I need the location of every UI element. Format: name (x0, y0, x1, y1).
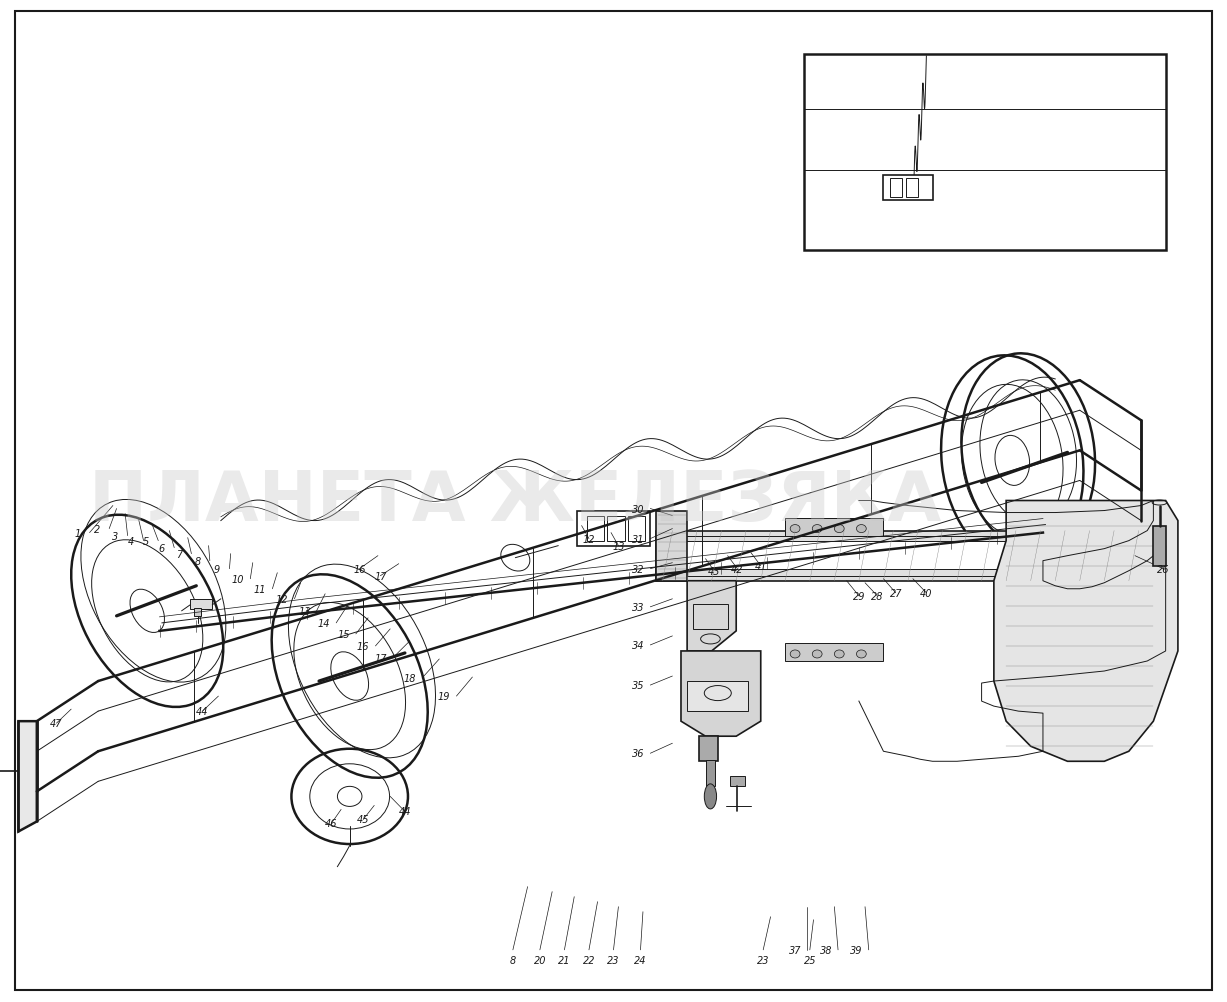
Bar (890, 178, 902, 197)
Ellipse shape (686, 533, 701, 545)
Text: 35: 35 (632, 680, 644, 690)
Polygon shape (687, 581, 736, 651)
Text: 16: 16 (357, 641, 369, 651)
Text: 3: 3 (112, 531, 119, 541)
Bar (706, 761, 715, 787)
Text: 33: 33 (632, 602, 644, 612)
Ellipse shape (704, 784, 717, 810)
Text: 23: 23 (757, 955, 769, 965)
Text: 44: 44 (399, 807, 411, 817)
Bar (577, 511, 650, 546)
Bar (687, 681, 748, 711)
Ellipse shape (834, 650, 844, 658)
Text: 5: 5 (142, 536, 150, 546)
Bar (804, 55, 1166, 250)
Text: 44: 44 (196, 706, 209, 716)
Text: 12: 12 (583, 534, 595, 544)
Text: 47: 47 (50, 718, 63, 728)
Polygon shape (681, 651, 761, 736)
Bar (785, 643, 883, 661)
Bar (906, 178, 918, 197)
Text: 14: 14 (318, 618, 330, 628)
Text: 36: 36 (632, 748, 644, 759)
Text: 23: 23 (607, 955, 620, 965)
Text: 32: 32 (632, 564, 644, 574)
Text: 9: 9 (213, 564, 221, 574)
Text: 25: 25 (804, 955, 816, 965)
Bar (607, 516, 625, 541)
Text: 7: 7 (175, 549, 183, 559)
Text: 45: 45 (357, 815, 369, 825)
Text: ПЛАНЕТА ЖЕЛЕЗЯКА: ПЛАНЕТА ЖЕЛЕЗЯКА (90, 468, 941, 534)
Text: 22: 22 (583, 955, 595, 965)
Bar (785, 518, 883, 536)
Text: 42: 42 (731, 564, 744, 574)
Ellipse shape (812, 650, 822, 658)
Bar (1153, 526, 1166, 566)
Text: 26: 26 (1157, 564, 1169, 574)
Text: 43: 43 (708, 566, 720, 576)
Text: 34: 34 (632, 640, 644, 650)
Bar (587, 516, 604, 541)
Text: 28: 28 (871, 591, 883, 601)
Text: 24: 24 (634, 955, 647, 965)
Text: 20: 20 (534, 955, 546, 965)
Bar (699, 736, 718, 762)
Bar (656, 536, 1147, 576)
Text: 40: 40 (920, 588, 933, 598)
Ellipse shape (812, 525, 822, 533)
Text: 6: 6 (158, 543, 166, 553)
Bar (693, 604, 728, 629)
Polygon shape (994, 501, 1178, 762)
Text: 1: 1 (74, 528, 81, 538)
Bar (656, 531, 1147, 581)
Text: 11: 11 (254, 584, 266, 594)
Text: 17: 17 (374, 571, 387, 581)
Text: 8: 8 (509, 955, 517, 965)
Bar (656, 541, 1147, 569)
Text: 31: 31 (632, 534, 644, 544)
Text: 13: 13 (298, 606, 310, 616)
Text: 46: 46 (325, 819, 337, 829)
Text: 15: 15 (337, 629, 350, 639)
Bar (730, 777, 745, 787)
Text: 13: 13 (612, 541, 625, 551)
Text: 27: 27 (890, 588, 902, 598)
Polygon shape (656, 511, 687, 581)
Text: 10: 10 (232, 574, 244, 584)
Text: 38: 38 (820, 945, 832, 955)
Ellipse shape (856, 650, 866, 658)
Ellipse shape (790, 525, 800, 533)
Text: 12: 12 (276, 594, 288, 604)
Text: 39: 39 (850, 945, 863, 955)
Text: 17: 17 (374, 653, 387, 663)
Text: 21: 21 (558, 955, 571, 965)
Bar (628, 516, 645, 541)
Text: 29: 29 (853, 591, 865, 601)
Bar (190, 599, 212, 609)
Text: 4: 4 (128, 536, 135, 546)
Polygon shape (18, 721, 37, 832)
Text: 41: 41 (755, 561, 767, 571)
Bar (194, 608, 201, 616)
Ellipse shape (790, 650, 800, 658)
Text: 37: 37 (789, 945, 801, 955)
Bar (883, 175, 933, 200)
Text: 30: 30 (632, 504, 644, 514)
Text: 18: 18 (404, 673, 416, 683)
Bar (785, 518, 883, 536)
Text: 2: 2 (93, 524, 101, 534)
Text: 19: 19 (438, 691, 450, 701)
Text: 8: 8 (194, 556, 201, 566)
Text: 16: 16 (353, 564, 366, 574)
Ellipse shape (856, 525, 866, 533)
Ellipse shape (834, 525, 844, 533)
